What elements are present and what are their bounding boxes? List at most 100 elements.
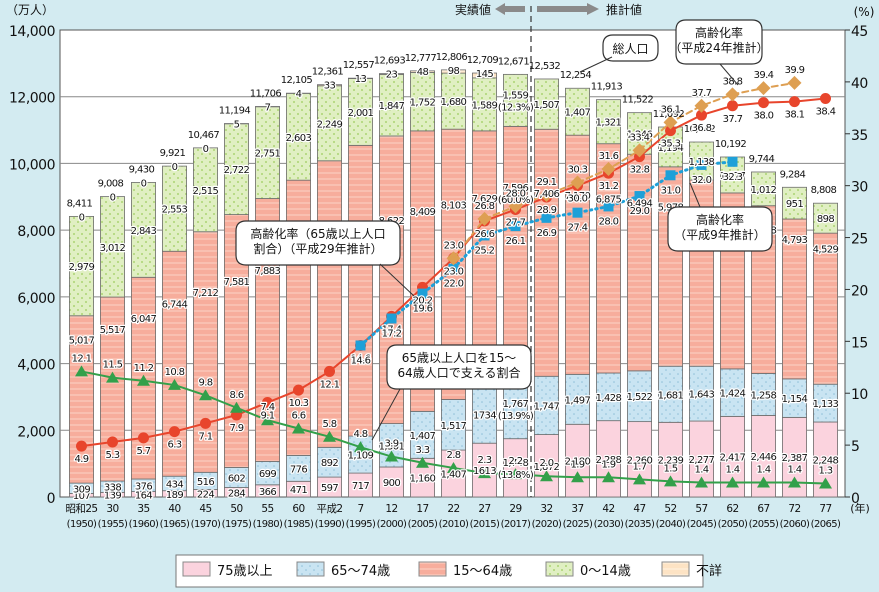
segment-label: 1,681 [658,390,684,401]
line-point-triangle [385,450,398,462]
line-value-label: 30.0 [568,194,588,205]
line-value-label: 28.0 [506,188,526,199]
segment-label: 0 [141,178,147,189]
bar-segment [379,73,404,75]
line-value-label: 39.9 [785,65,805,76]
bar-segment [658,166,683,367]
line-point-square [448,263,459,274]
line-point-triangle [354,441,367,453]
bar-segment [100,196,125,298]
line-value-label: 26.8 [475,201,495,212]
line-value-label: 38.0 [754,111,774,122]
bar-segment [410,70,435,73]
line-point-diamond [446,251,461,266]
callout-support-ratio-box [386,344,532,390]
line-point-square [634,191,645,202]
line-point-triangle [230,401,243,413]
total-label: 12,671 [498,56,530,67]
segment-label: 1,133 [813,399,839,410]
x-tick-label: 72 [788,503,800,515]
bar-segment [286,455,311,482]
x-tick-year: (2050) [718,519,748,530]
x-tick-year: (2005) [408,519,438,530]
line-value-label: 19.6 [413,304,433,315]
line-point-diamond [508,199,523,214]
segment-label: 4,793 [782,235,808,246]
line-point-triangle [602,471,615,483]
x-tick-label: 42 [602,503,614,515]
total-label: 12,557 [343,60,375,71]
segment-label: 0 [203,144,209,155]
segment-label: 5,017 [69,335,95,346]
callout-aging-rate-h9-box [667,206,773,252]
callout-total-population-box [602,34,659,62]
bar-segment [131,182,156,278]
line-value-label: 17.4 [382,324,402,335]
bar-segment [627,153,652,372]
segment-label: 309 [73,484,91,495]
y-right-tick: 45 [851,24,868,40]
line-point-square [696,159,707,170]
header-actual-label: 実績値 [455,2,491,17]
segment-label: 1,767 (13.9%) [498,399,534,422]
segment-label: 6,744 [162,300,188,311]
line-value-label: 17.2 [382,329,402,340]
line-value-label: 29.1 [537,177,557,188]
segment-label: 2,249 [317,119,343,130]
segment-label: 2,239 [658,456,684,467]
line-point-diamond [725,87,740,102]
total-label: 11,913 [591,82,623,93]
bar-segment [348,144,373,437]
x-tick-year: (1970) [191,519,221,530]
segment-label: 2,001 [348,108,374,119]
y-left-tick: 4,000 [17,358,55,374]
line-point-triangle [571,471,584,483]
callout-aging-rate-h24-box [675,19,763,65]
line-point-triangle [478,467,491,479]
line-point-circle [665,125,676,137]
line-point-circle [696,109,707,121]
callout-support-ratio-text: 65歳以上人口を15～ 64歳人口で支える割合 [398,351,521,380]
line-value-label: 32.3 [723,172,743,183]
line-value-label: 22.0 [444,279,464,290]
segment-label: 8,409 [410,207,436,218]
segment-label: 164 [135,490,153,501]
line-point-triangle [75,365,88,377]
total-label: 10,642 [684,124,716,135]
line-value-label: 1.4 [756,464,770,475]
x-tick-year: (1975) [222,519,252,530]
bar-segment [658,365,683,423]
line-value-label: 5.3 [105,450,119,461]
total-label: 9,008 [98,179,124,190]
callout-aging-rate-h24-pointer [719,63,739,86]
line-value-label: 23.0 [444,266,464,277]
line-series [75,75,832,489]
x-tick-label: 47 [633,503,645,515]
x-tick-label: 50 [230,503,242,515]
x-tick-label: 55 [261,503,273,515]
segment-label: 366 [259,487,277,498]
x-tick-year: (2020) [532,519,562,530]
segment-label: 4,529 [813,245,839,256]
line-value-label: 4.8 [353,429,367,440]
bar-segment [441,69,466,74]
line-value-label: 36.1 [661,104,681,115]
line-value-label: 38.1 [785,110,805,121]
callout-support-ratio-pointer [371,388,401,441]
bar-segment [565,134,590,375]
line-point-diamond [787,75,802,90]
line-value-label: 7.9 [229,423,243,434]
total-label: 12,532 [529,61,561,72]
callouts: 総人口 高齢化率（平成24年推計） 高齢化率（65歳以上人口割合）（平成29年推計）… [235,19,773,441]
segment-label: 139 [104,491,122,502]
x-tick-label: 40 [168,503,180,515]
x-tick-year: (2010) [439,519,469,530]
segment-label: 0 [79,212,85,223]
line-point-square [665,170,676,181]
bar-segment [565,87,590,136]
segment-label: 7,596 (60.0%) [498,183,534,206]
segment-label: 1,748 (13.8%) [498,458,534,481]
x-tick-label: 17 [416,503,428,515]
line-point-triangle [168,378,181,390]
